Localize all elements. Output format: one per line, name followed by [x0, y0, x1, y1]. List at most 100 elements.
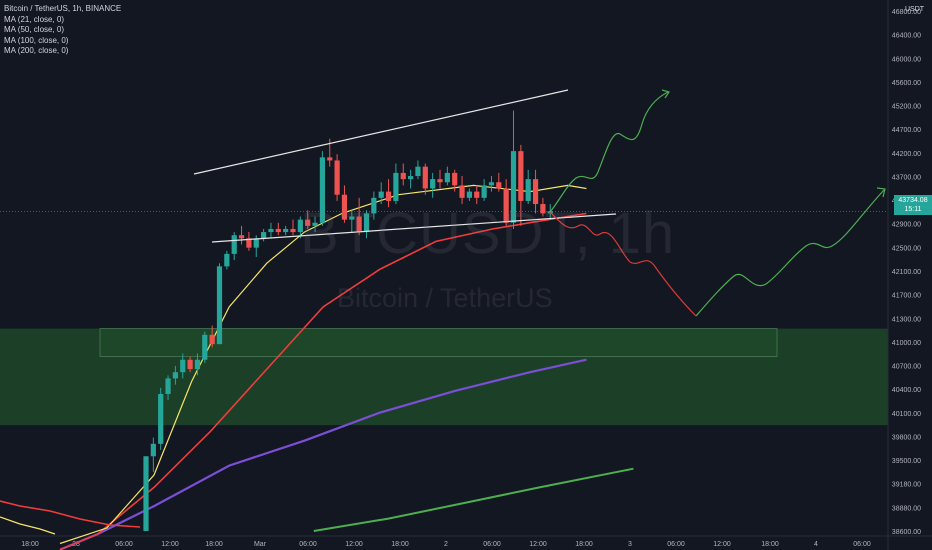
y-tick-label: 43700.00: [892, 174, 921, 181]
candle-body: [408, 176, 414, 180]
legend-ma100[interactable]: MA (100, close, 0): [4, 35, 69, 45]
candle-body: [202, 334, 208, 360]
candle-body: [525, 179, 531, 201]
y-tick-label: 40700.00: [892, 364, 921, 371]
x-tick-label: 18:00: [21, 541, 39, 548]
candle-body: [283, 228, 289, 233]
y-tick-label: 44200.00: [892, 151, 921, 158]
x-tick-label: 2: [444, 541, 448, 548]
candle-body: [459, 185, 465, 198]
candle-body: [238, 235, 245, 239]
candle-body: [474, 191, 480, 198]
candle-body: [430, 179, 436, 189]
projection-recovery-path: [695, 189, 885, 317]
x-tick-label: 18:00: [575, 541, 593, 548]
candle-body: [312, 222, 318, 226]
x-tick-label: 06:00: [853, 541, 871, 548]
candle-body: [334, 160, 340, 195]
axis-unit: USDT: [905, 6, 925, 13]
candle-body: [158, 393, 164, 444]
x-tick-label: Mar: [254, 541, 267, 548]
x-tick-label: 06:00: [115, 541, 133, 548]
candle-body: [297, 219, 303, 233]
legend-symbol[interactable]: Bitcoin / TetherUS, 1h, BINANCE: [4, 4, 122, 13]
ma21-history: [0, 516, 56, 535]
chart-legend: Bitcoin / TetherUS, 1h, BINANCE MA (21, …: [4, 4, 121, 57]
x-tick-label: 06:00: [299, 541, 317, 548]
y-tick-label: 46800.00: [892, 9, 921, 16]
support-zone-2: [99, 328, 778, 358]
last-price-countdown: 15:11: [904, 206, 922, 213]
projection-bullish-path: [549, 91, 669, 213]
candle-body: [341, 194, 348, 220]
candle-body: [194, 359, 201, 370]
candle-body: [150, 443, 156, 457]
candle-body: [224, 253, 230, 267]
candle-body: [261, 232, 267, 239]
x-tick-label: 06:00: [667, 541, 685, 548]
candle-body: [319, 157, 325, 223]
candle-body: [290, 228, 296, 233]
candle-body: [503, 188, 509, 223]
x-tick-label: 12:00: [345, 541, 363, 548]
channel-lower-line: [211, 213, 617, 243]
candle-body: [422, 166, 428, 189]
candle-body: [216, 266, 223, 345]
y-tick-label: 39180.00: [892, 482, 921, 489]
candle-body: [452, 172, 458, 186]
candle-body: [437, 179, 443, 183]
x-tick-label: 3: [628, 541, 632, 548]
ma200-line: [313, 467, 634, 532]
projection-bearish-path: [549, 211, 697, 317]
x-tick-label: 4: [814, 541, 818, 548]
y-tick-label: 39800.00: [892, 434, 921, 441]
last-price-value: 43734.08: [898, 197, 928, 204]
candle-body: [180, 359, 186, 373]
candle-body: [444, 172, 450, 183]
candle-body: [172, 372, 178, 379]
candle-body: [143, 456, 149, 531]
y-tick-label: 40100.00: [892, 411, 921, 418]
candle-body: [275, 228, 281, 233]
y-tick-label: 44700.00: [892, 127, 921, 134]
candle-body: [488, 182, 495, 186]
candle-body: [378, 191, 384, 198]
candle-body: [371, 197, 377, 214]
candle-body: [363, 213, 370, 233]
candle-body: [393, 172, 399, 201]
candle-body: [165, 378, 171, 394]
ma50-history: [0, 500, 141, 528]
y-tick-label: 40400.00: [892, 387, 921, 394]
x-tick-label: 28: [72, 541, 80, 548]
candle-body: [540, 204, 546, 214]
x-tick-label: 12:00: [529, 541, 547, 548]
y-tick-label: 42100.00: [892, 269, 921, 276]
candle-body: [327, 157, 333, 161]
y-tick-label: 42900.00: [892, 222, 921, 229]
candle-body: [231, 235, 237, 254]
candle-body: [305, 219, 311, 226]
projection-arrow-2: [876, 187, 886, 198]
projection-arrow-1: [661, 89, 670, 99]
legend-ma50[interactable]: MA (50, close, 0): [4, 25, 65, 34]
y-tick-label: 46400.00: [892, 33, 921, 40]
candle-body: [187, 359, 193, 370]
legend-ma21[interactable]: MA (21, close, 0): [4, 14, 65, 24]
y-tick-label: 46000.00: [892, 56, 921, 63]
x-tick-label: 06:00: [483, 541, 501, 548]
candle-body: [415, 166, 421, 177]
legend-ma200[interactable]: MA (200, close, 0): [4, 46, 69, 55]
x-tick-label: 12:00: [713, 541, 731, 548]
candle-body: [496, 182, 502, 189]
candle-body: [349, 216, 355, 220]
y-tick-label: 41000.00: [892, 340, 921, 347]
y-tick-label: 38880.00: [892, 505, 921, 512]
candle-body: [400, 172, 406, 180]
candle-body: [253, 238, 259, 248]
candle-body: [481, 185, 487, 198]
x-tick-label: 18:00: [205, 541, 223, 548]
y-tick-label: 39500.00: [892, 458, 921, 465]
candle-body: [385, 191, 392, 201]
y-tick-label: 45600.00: [892, 80, 921, 87]
